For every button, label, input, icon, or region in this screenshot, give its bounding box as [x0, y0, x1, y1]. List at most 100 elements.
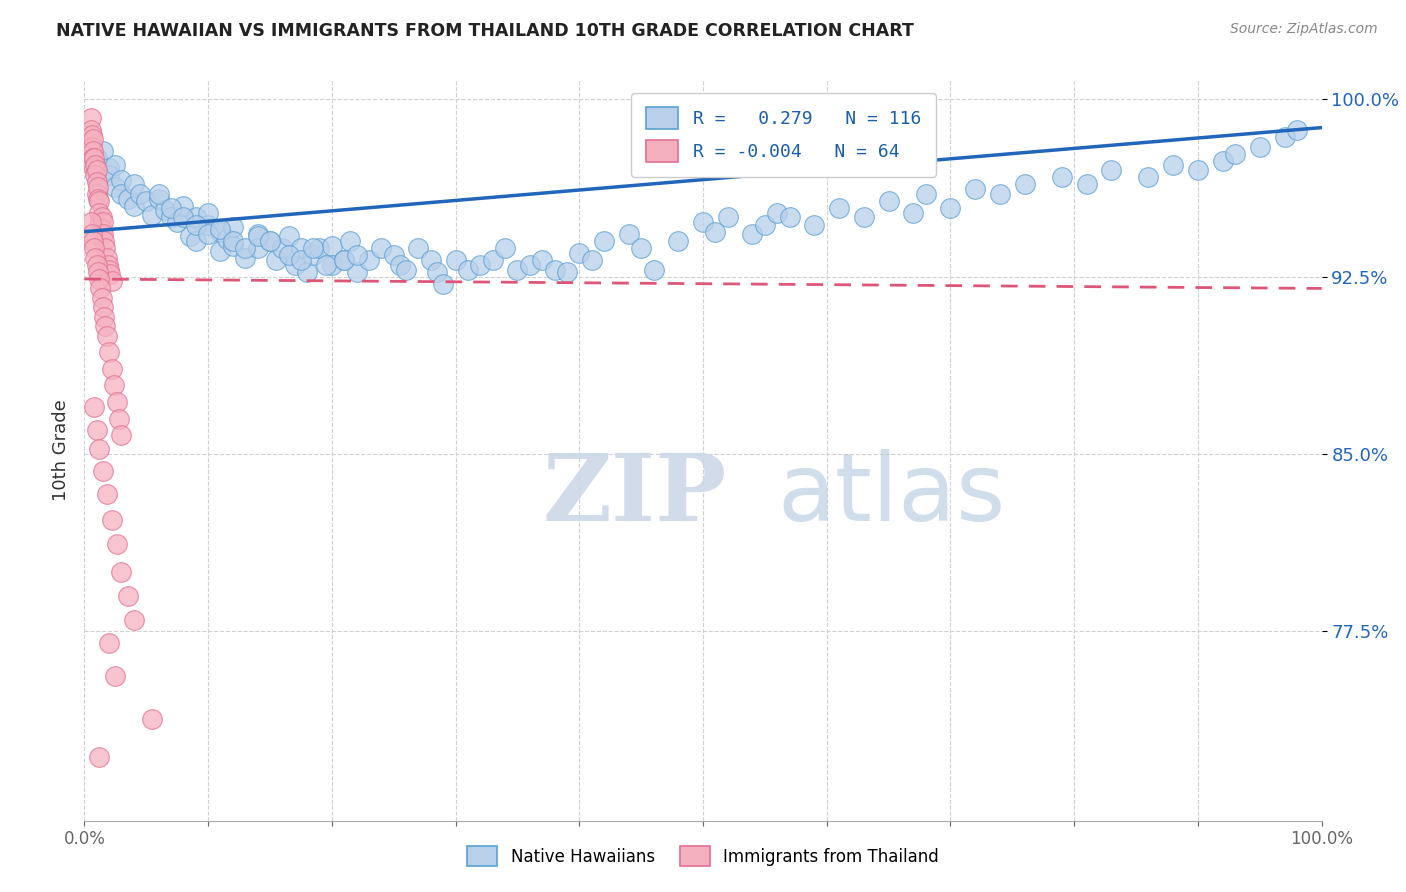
- Point: [506, 262, 529, 277]
- Point: [302, 241, 325, 255]
- Point: [100, 362, 122, 376]
- Point: [197, 205, 219, 219]
- Text: Source: ZipAtlas.com: Source: ZipAtlas.com: [1230, 22, 1378, 37]
- Point: [333, 253, 356, 268]
- Point: [754, 218, 776, 232]
- Text: ZIP: ZIP: [543, 450, 727, 540]
- Point: [90, 211, 112, 225]
- Point: [83, 161, 105, 175]
- Point: [83, 152, 105, 166]
- Point: [87, 192, 110, 206]
- Point: [160, 211, 183, 225]
- Point: [246, 227, 269, 241]
- Point: [284, 258, 307, 272]
- Point: [315, 258, 337, 272]
- Point: [93, 310, 115, 324]
- Point: [83, 241, 105, 255]
- Point: [1014, 178, 1036, 192]
- Point: [426, 265, 449, 279]
- Point: [803, 218, 825, 232]
- Point: [988, 186, 1011, 201]
- Point: [110, 172, 132, 186]
- Point: [104, 179, 127, 194]
- Point: [82, 145, 104, 159]
- Point: [444, 253, 467, 268]
- Point: [122, 613, 145, 627]
- Point: [86, 163, 108, 178]
- Point: [97, 258, 120, 272]
- Point: [91, 145, 114, 159]
- Point: [1161, 158, 1184, 172]
- Point: [457, 262, 479, 277]
- Point: [117, 192, 139, 206]
- Point: [86, 423, 108, 437]
- Point: [370, 241, 392, 255]
- Point: [89, 272, 111, 286]
- Point: [271, 241, 294, 255]
- Point: [215, 232, 238, 246]
- Point: [98, 636, 121, 650]
- Point: [110, 566, 132, 580]
- Point: [104, 158, 127, 172]
- Point: [87, 265, 110, 279]
- Point: [259, 234, 281, 248]
- Point: [277, 248, 299, 262]
- Point: [233, 251, 256, 265]
- Point: [84, 168, 107, 182]
- Point: [110, 186, 132, 201]
- Point: [555, 265, 578, 279]
- Point: [1223, 146, 1246, 161]
- Text: NATIVE HAWAIIAN VS IMMIGRANTS FROM THAILAND 10TH GRADE CORRELATION CHART: NATIVE HAWAIIAN VS IMMIGRANTS FROM THAIL…: [56, 22, 914, 40]
- Point: [84, 251, 107, 265]
- Point: [98, 267, 121, 281]
- Point: [346, 265, 368, 279]
- Point: [1050, 170, 1073, 185]
- Point: [89, 194, 111, 208]
- Point: [333, 253, 356, 268]
- Point: [321, 258, 343, 272]
- Point: [89, 442, 111, 457]
- Point: [91, 215, 114, 229]
- Point: [94, 241, 117, 255]
- Point: [277, 229, 299, 244]
- Point: [246, 241, 269, 255]
- Point: [302, 248, 325, 262]
- Point: [117, 589, 139, 603]
- Point: [103, 378, 125, 392]
- Point: [166, 215, 188, 229]
- Point: [105, 395, 128, 409]
- Y-axis label: 10th Grade: 10th Grade: [52, 400, 70, 501]
- Point: [91, 301, 114, 315]
- Point: [264, 253, 287, 268]
- Point: [148, 192, 170, 206]
- Point: [321, 239, 343, 253]
- Point: [432, 277, 454, 291]
- Point: [704, 225, 727, 239]
- Point: [209, 225, 232, 239]
- Point: [903, 205, 925, 219]
- Point: [110, 428, 132, 442]
- Point: [1076, 178, 1098, 192]
- Point: [246, 229, 269, 244]
- Point: [346, 248, 368, 262]
- Point: [129, 186, 152, 201]
- Legend: Native Hawaiians, Immigrants from Thailand: Native Hawaiians, Immigrants from Thaila…: [458, 838, 948, 875]
- Point: [1212, 153, 1234, 168]
- Point: [692, 215, 714, 229]
- Point: [80, 128, 103, 142]
- Point: [141, 712, 163, 726]
- Point: [1274, 130, 1296, 145]
- Point: [1137, 170, 1160, 185]
- Point: [89, 281, 111, 295]
- Point: [357, 253, 380, 268]
- Point: [79, 111, 101, 125]
- Point: [98, 345, 121, 359]
- Point: [965, 182, 987, 196]
- Point: [666, 234, 689, 248]
- Point: [83, 400, 105, 414]
- Point: [568, 246, 591, 260]
- Point: [828, 201, 851, 215]
- Point: [766, 205, 789, 219]
- Point: [197, 218, 219, 232]
- Point: [1099, 163, 1122, 178]
